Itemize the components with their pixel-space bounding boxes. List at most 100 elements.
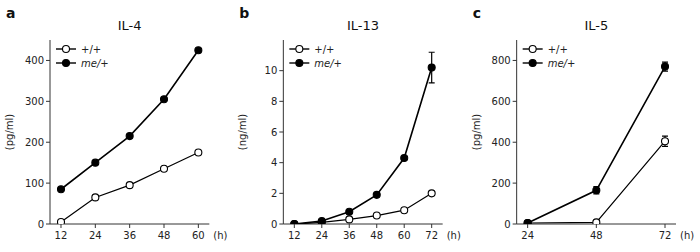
plot-area bbox=[291, 52, 435, 224]
y-tick bbox=[513, 60, 517, 61]
error-cap bbox=[662, 135, 668, 136]
point bbox=[92, 159, 99, 166]
y-tick-label: 10 bbox=[265, 65, 278, 76]
x-tick bbox=[596, 224, 597, 228]
y-axis-label: (ng/ml) bbox=[237, 114, 248, 150]
y-tick-label: 4 bbox=[271, 157, 277, 168]
y-tick-label: 200 bbox=[25, 137, 44, 148]
y-tick-label: 0 bbox=[504, 219, 510, 230]
y-tick-label: 600 bbox=[492, 96, 511, 107]
x-tick-label: 48 bbox=[158, 230, 171, 241]
error-cap bbox=[429, 82, 435, 83]
y-tick-label: 6 bbox=[271, 127, 277, 138]
point bbox=[662, 63, 669, 70]
panel: 0200400600800244872(h)(pg/ml)IL-5c+/+me/… bbox=[471, 5, 695, 241]
point bbox=[291, 221, 298, 225]
panel-label: b bbox=[239, 5, 249, 21]
error-bar bbox=[593, 187, 599, 194]
x-axis-label: (h) bbox=[447, 230, 461, 241]
series-line bbox=[294, 193, 431, 224]
y-tick bbox=[279, 224, 283, 225]
y-tick bbox=[46, 224, 50, 225]
y-tick-label: 8 bbox=[271, 96, 277, 107]
x-tick bbox=[294, 224, 295, 228]
point bbox=[318, 217, 325, 224]
point bbox=[428, 64, 435, 71]
x-tick-label: 24 bbox=[521, 230, 534, 241]
y-tick-label: 300 bbox=[25, 96, 44, 107]
point bbox=[126, 133, 133, 140]
title: IL-4 bbox=[118, 18, 142, 33]
y-axis-label: (pg/ml) bbox=[471, 114, 482, 150]
series-line bbox=[528, 67, 665, 223]
point bbox=[291, 221, 298, 225]
title: IL-13 bbox=[347, 18, 379, 33]
point bbox=[57, 218, 64, 224]
point bbox=[346, 216, 353, 223]
y-tick-label: 200 bbox=[492, 178, 511, 189]
error-cap bbox=[662, 70, 668, 71]
y-tick bbox=[46, 60, 50, 61]
error-bar bbox=[662, 136, 668, 146]
y-tick bbox=[279, 162, 283, 163]
legend-marker bbox=[63, 46, 70, 53]
point bbox=[593, 187, 600, 194]
series-line bbox=[61, 152, 198, 222]
legend-label: me/+ bbox=[548, 58, 576, 69]
panel-label: a bbox=[6, 5, 15, 21]
x-tick-label: 72 bbox=[659, 230, 672, 241]
error-cap bbox=[662, 146, 668, 147]
point bbox=[428, 190, 435, 197]
panel-label: c bbox=[473, 5, 481, 21]
x-tick bbox=[665, 224, 666, 228]
y-tick bbox=[513, 101, 517, 102]
y-tick-label: 400 bbox=[492, 137, 511, 148]
panel: 0246810122436486072(h)(ng/ml)IL-13b+/+me… bbox=[237, 5, 461, 241]
point bbox=[57, 186, 64, 193]
x-tick-label: 12 bbox=[55, 230, 68, 241]
x-tick-label: 24 bbox=[315, 230, 328, 241]
legend-label: +/+ bbox=[81, 44, 101, 55]
legend-label: me/+ bbox=[81, 58, 109, 69]
legend: +/+me/+ bbox=[289, 44, 342, 69]
title: IL-5 bbox=[584, 18, 608, 33]
y-tick bbox=[279, 70, 283, 71]
legend: +/+ me/+ bbox=[56, 44, 109, 69]
point bbox=[346, 208, 353, 215]
x-axis-label: (h) bbox=[213, 230, 227, 241]
x-tick bbox=[60, 224, 61, 228]
y-tick bbox=[513, 183, 517, 184]
y-tick bbox=[513, 224, 517, 225]
x-tick-label: 36 bbox=[123, 230, 136, 241]
y-axis bbox=[50, 40, 51, 224]
x-tick bbox=[349, 224, 350, 228]
legend-marker bbox=[63, 60, 70, 67]
x-tick-label: 48 bbox=[590, 230, 603, 241]
point bbox=[593, 219, 600, 224]
legend-marker bbox=[529, 46, 536, 53]
x-tick-label: 12 bbox=[288, 230, 301, 241]
plot-area bbox=[524, 62, 668, 224]
y-tick-label: 0 bbox=[38, 219, 44, 230]
x-tick bbox=[376, 224, 377, 228]
point bbox=[662, 138, 669, 145]
y-tick bbox=[46, 183, 50, 184]
series-line bbox=[61, 50, 198, 189]
point bbox=[195, 47, 202, 54]
legend-marker bbox=[296, 60, 303, 67]
x-tick bbox=[95, 224, 96, 228]
point bbox=[195, 149, 202, 156]
y-axis-label: (pg/ml) bbox=[4, 114, 15, 150]
x-tick bbox=[198, 224, 199, 228]
point bbox=[401, 207, 408, 214]
x-tick bbox=[404, 224, 405, 228]
point bbox=[373, 212, 380, 219]
point bbox=[401, 155, 408, 162]
x-tick-label: 36 bbox=[343, 230, 356, 241]
x-tick-label: 24 bbox=[89, 230, 102, 241]
panel: 01002003004001224364860(h)(pg/ml)IL-4a+/… bbox=[4, 5, 228, 241]
point bbox=[524, 219, 531, 224]
y-tick bbox=[279, 101, 283, 102]
point bbox=[161, 96, 168, 103]
x-tick-label: 72 bbox=[425, 230, 438, 241]
